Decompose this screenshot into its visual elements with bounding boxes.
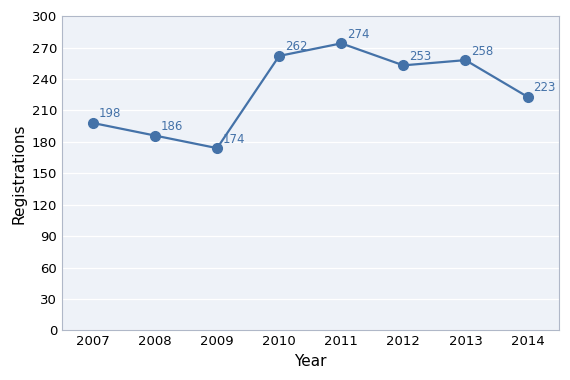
Text: 223: 223	[533, 81, 555, 94]
Text: 258: 258	[471, 44, 493, 57]
Text: 198: 198	[99, 108, 121, 120]
X-axis label: Year: Year	[294, 354, 327, 369]
Text: 253: 253	[409, 50, 431, 63]
Y-axis label: Registrations: Registrations	[11, 123, 26, 223]
Text: 186: 186	[161, 120, 183, 133]
Text: 262: 262	[285, 40, 307, 53]
Text: 274: 274	[347, 28, 369, 41]
Text: 174: 174	[223, 133, 245, 146]
